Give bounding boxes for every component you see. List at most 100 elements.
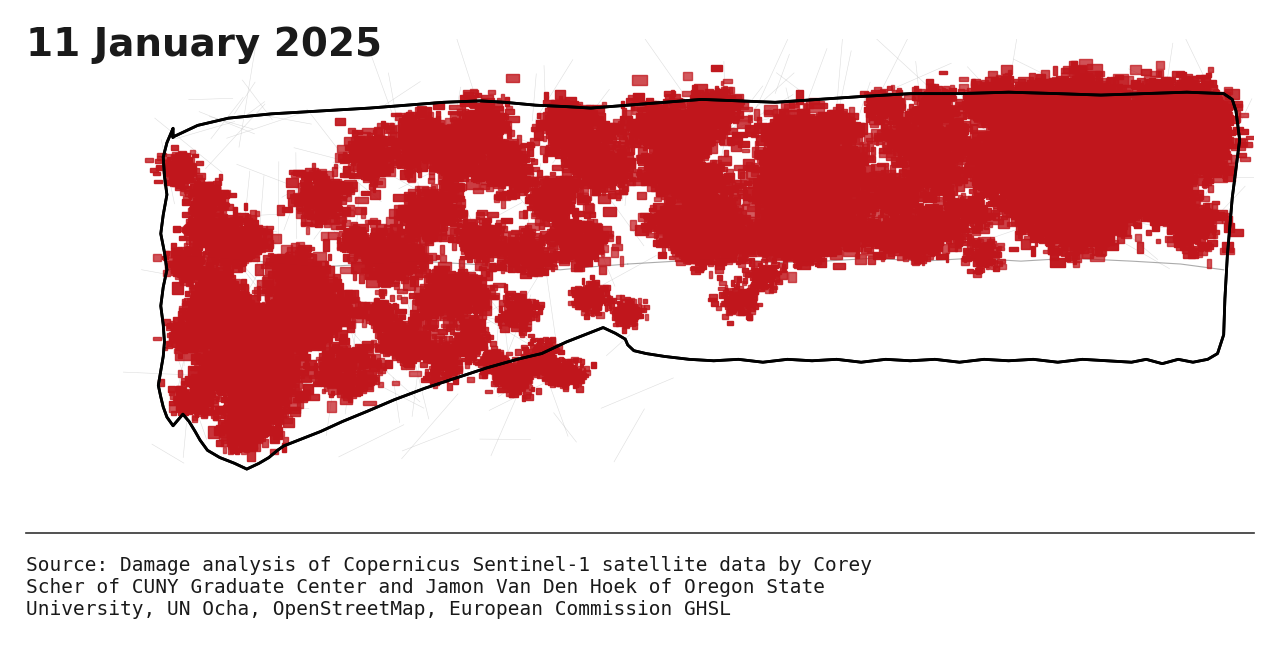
Bar — [408, 125, 424, 133]
Bar — [1167, 229, 1175, 233]
Bar — [488, 369, 494, 371]
Bar — [182, 342, 191, 348]
Bar — [548, 132, 557, 140]
Bar — [1187, 118, 1201, 127]
Bar — [1076, 224, 1088, 232]
Bar — [511, 375, 518, 379]
Bar — [571, 262, 585, 271]
Bar — [764, 110, 772, 116]
Bar — [1117, 135, 1125, 140]
Bar — [525, 191, 527, 194]
Bar — [1215, 123, 1228, 133]
Bar — [385, 253, 392, 263]
Bar — [777, 129, 792, 139]
Bar — [279, 309, 289, 315]
Bar — [586, 145, 596, 154]
Bar — [504, 293, 513, 299]
Bar — [1021, 110, 1037, 116]
Bar — [666, 216, 675, 226]
Bar — [298, 245, 311, 251]
Bar — [1149, 123, 1161, 129]
Bar — [241, 439, 243, 442]
Bar — [1037, 232, 1047, 239]
Bar — [1188, 222, 1193, 227]
Bar — [1119, 191, 1126, 197]
Bar — [492, 358, 498, 361]
Bar — [1002, 166, 1019, 170]
Bar — [224, 287, 236, 293]
Bar — [799, 196, 806, 201]
Bar — [182, 331, 188, 337]
Bar — [1047, 79, 1066, 89]
Bar — [924, 214, 927, 218]
Bar — [623, 158, 635, 167]
Bar — [982, 206, 986, 213]
Bar — [324, 269, 328, 276]
Bar — [1152, 137, 1166, 141]
Bar — [777, 178, 783, 185]
Bar — [1047, 138, 1056, 144]
Bar — [667, 171, 678, 176]
Bar — [1169, 214, 1175, 220]
Bar — [374, 315, 381, 320]
Bar — [1092, 187, 1101, 190]
Bar — [550, 251, 563, 258]
Bar — [320, 310, 335, 315]
Bar — [1128, 138, 1132, 145]
Bar — [909, 200, 911, 210]
Bar — [1171, 196, 1181, 205]
Bar — [516, 302, 526, 306]
Bar — [905, 96, 913, 99]
Bar — [549, 103, 559, 107]
Bar — [184, 333, 191, 339]
Bar — [1160, 85, 1169, 92]
Bar — [712, 109, 724, 112]
Bar — [424, 376, 429, 380]
Bar — [346, 234, 352, 240]
Bar — [645, 233, 658, 237]
Bar — [244, 366, 253, 372]
Bar — [667, 149, 678, 157]
Bar — [288, 308, 296, 313]
Bar — [462, 293, 466, 297]
Bar — [1102, 118, 1117, 127]
Bar — [470, 135, 474, 138]
Bar — [973, 238, 979, 242]
Bar — [524, 229, 535, 235]
Bar — [191, 293, 198, 298]
Bar — [918, 116, 931, 121]
Bar — [206, 203, 212, 209]
Bar — [439, 302, 444, 307]
Bar — [1216, 90, 1219, 94]
Bar — [259, 366, 274, 370]
Bar — [507, 244, 513, 252]
Bar — [790, 129, 808, 135]
Bar — [247, 392, 253, 404]
Bar — [387, 138, 393, 145]
Bar — [768, 131, 774, 137]
Bar — [247, 355, 252, 362]
Bar — [936, 145, 942, 151]
Bar — [524, 361, 530, 364]
Bar — [800, 214, 808, 220]
Bar — [408, 211, 413, 214]
Bar — [207, 227, 221, 231]
Bar — [438, 123, 443, 128]
Bar — [703, 112, 713, 121]
Bar — [547, 375, 549, 380]
Bar — [1125, 200, 1135, 209]
Bar — [803, 214, 819, 227]
Bar — [257, 303, 265, 309]
Bar — [1061, 147, 1078, 160]
Bar — [1093, 114, 1100, 126]
Bar — [660, 225, 663, 229]
Bar — [195, 256, 200, 259]
Bar — [239, 439, 244, 443]
Bar — [872, 231, 881, 238]
Bar — [846, 191, 858, 196]
Bar — [495, 150, 507, 153]
Bar — [782, 173, 800, 182]
Bar — [846, 183, 852, 190]
Bar — [695, 259, 705, 265]
Bar — [451, 151, 466, 160]
